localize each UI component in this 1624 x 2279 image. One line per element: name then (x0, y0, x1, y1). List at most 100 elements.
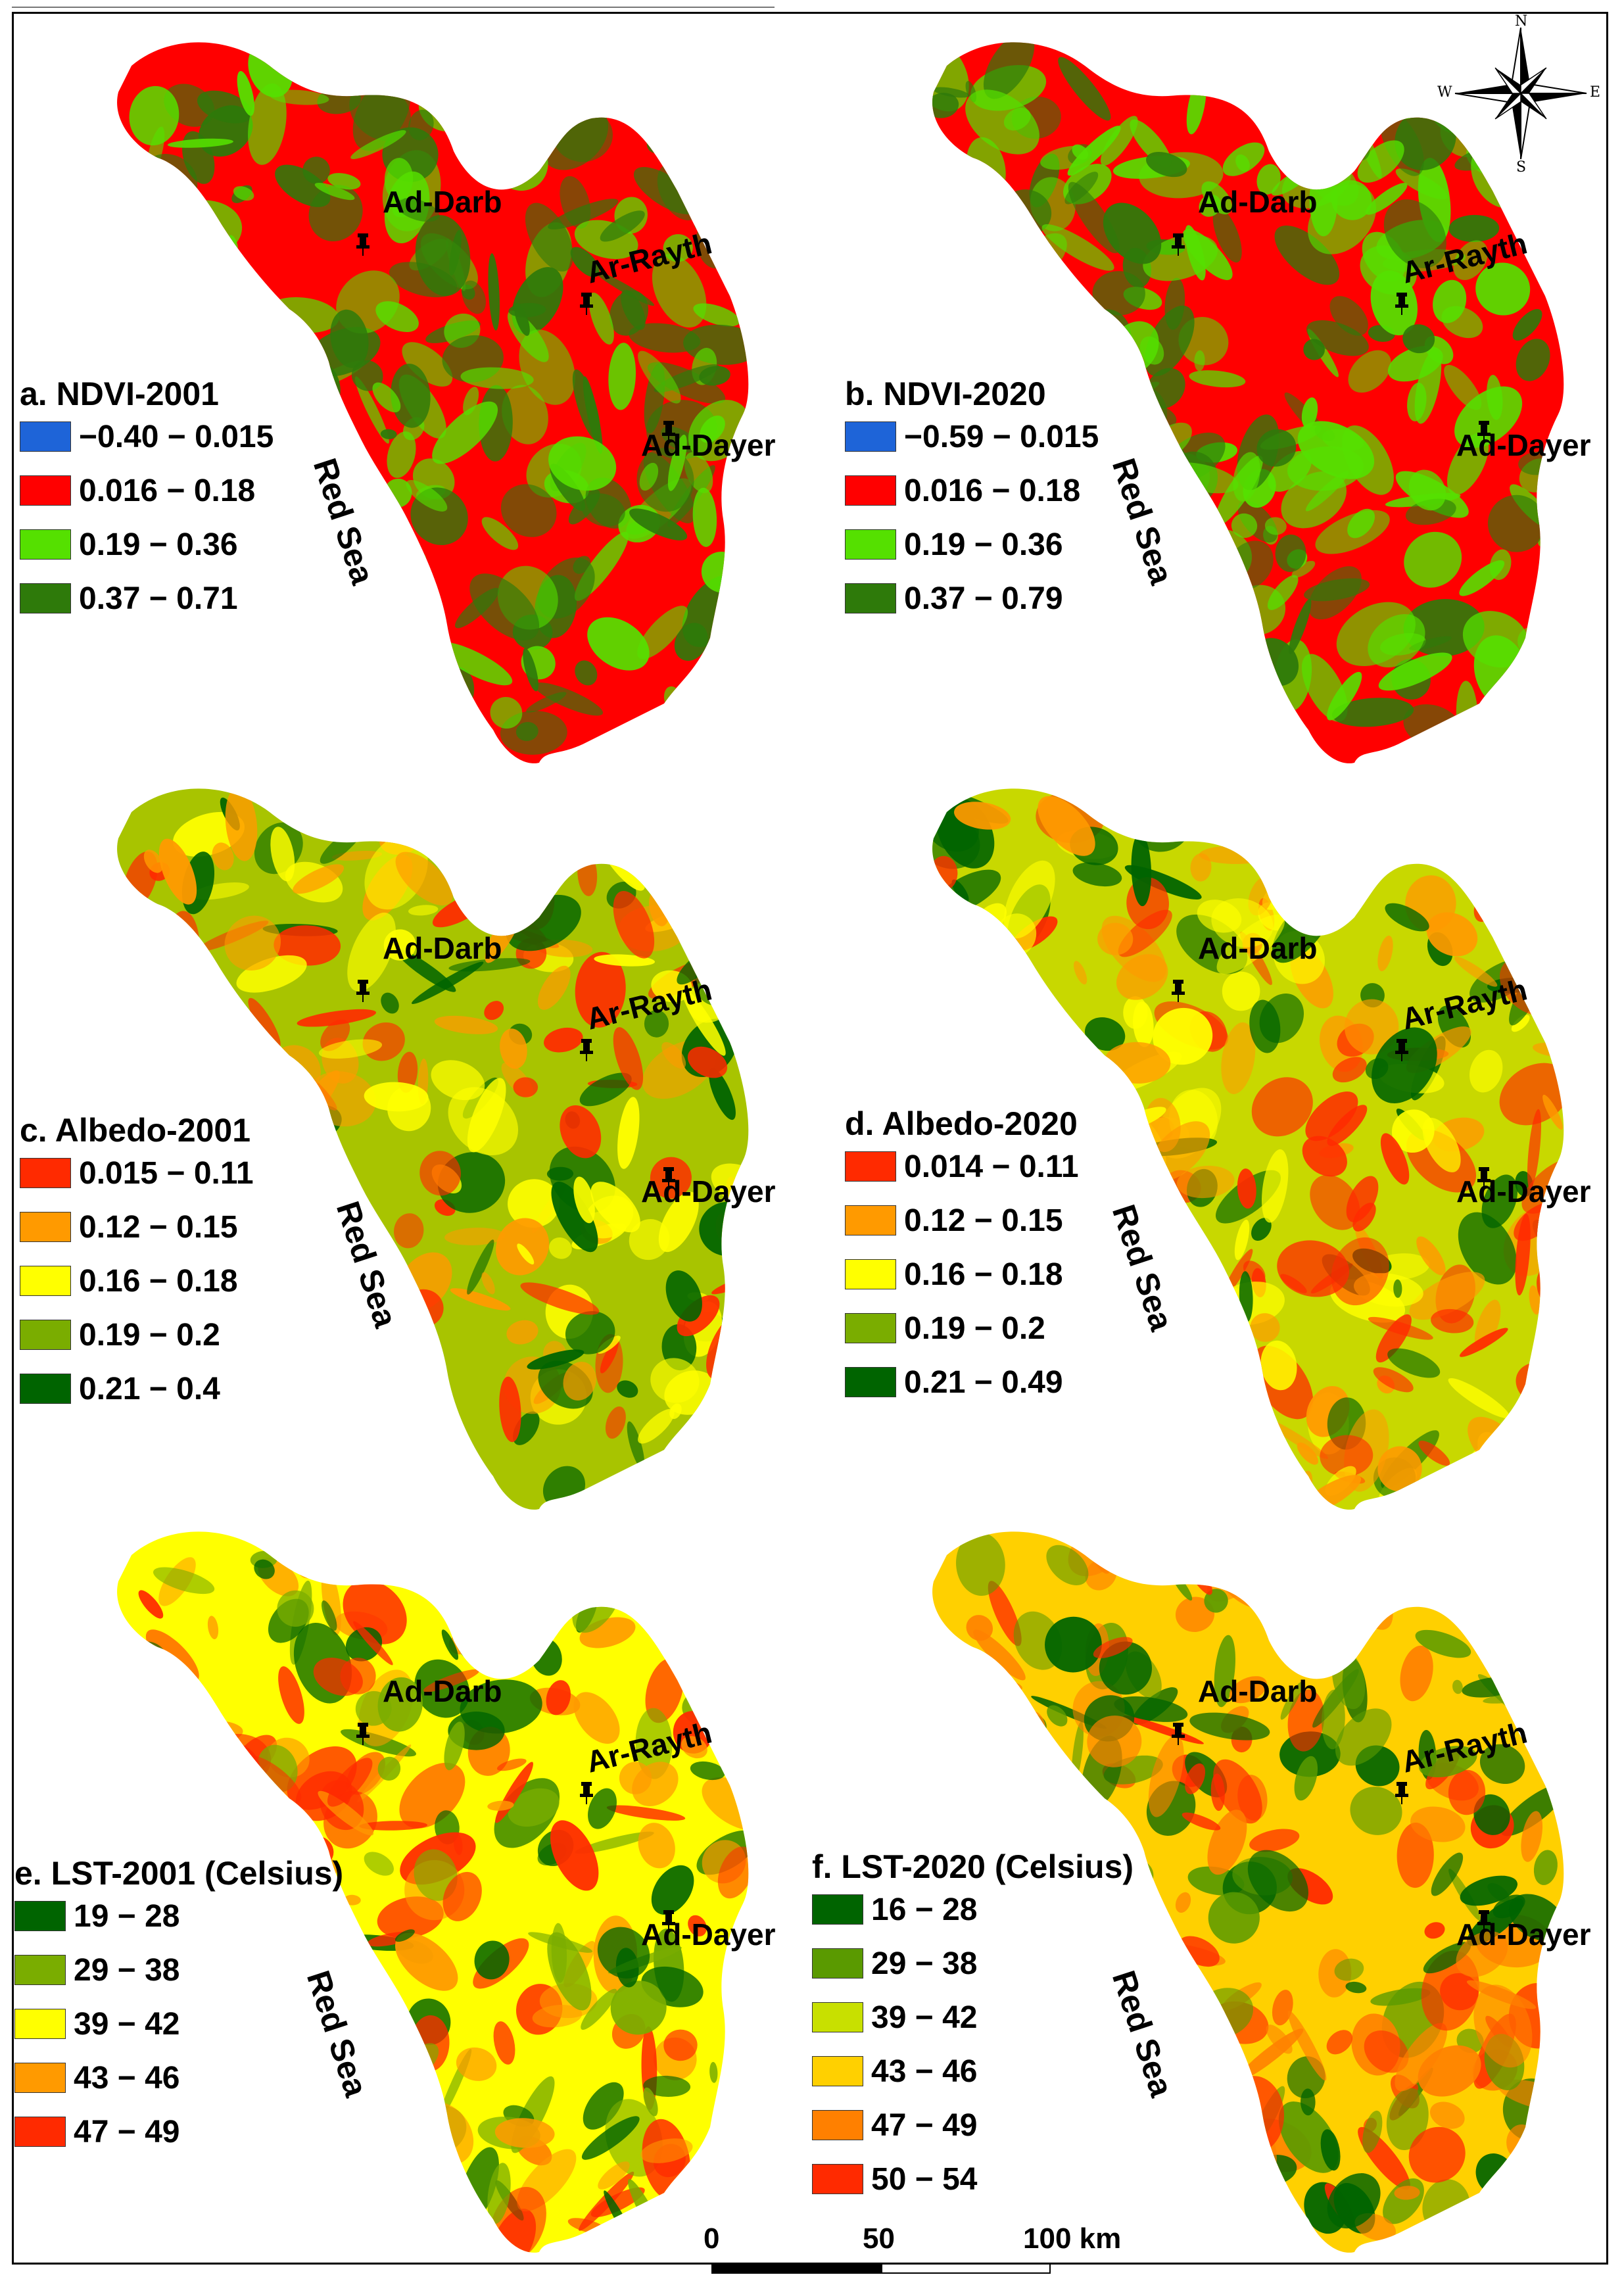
legend-swatch (845, 529, 896, 560)
legend-label: 0.19 − 0.36 (904, 527, 1063, 562)
pushpin-icon (1477, 1910, 1491, 1932)
legend-swatch (20, 421, 71, 452)
legend-label: 0.12 − 0.15 (79, 1209, 238, 1245)
legend-row: 0.19 − 0.2 (845, 1311, 1045, 1346)
legend-row: 0.19 − 0.36 (20, 527, 238, 562)
legend-label: 19 − 28 (74, 1898, 180, 1934)
legend-swatch (14, 2009, 66, 2039)
legend-row: 39 − 42 (812, 2000, 978, 2035)
place-label-ad-darb: Ad-Darb (383, 185, 502, 219)
legend-row: −0.40 − 0.015 (20, 420, 274, 454)
legend-row: −0.59 − 0.015 (845, 420, 1099, 454)
legend-label: 0.015 − 0.11 (79, 1155, 254, 1191)
legend-swatch (20, 475, 71, 506)
legend-label: 0.16 − 0.18 (904, 1257, 1063, 1292)
legend-row: 29 − 38 (14, 1953, 179, 1988)
map-c (117, 788, 749, 1510)
legend-label: 0.19 − 0.2 (79, 1317, 220, 1353)
legend-label: 0.016 − 0.18 (904, 473, 1081, 508)
pushpin-icon (1172, 980, 1185, 1002)
map-d (932, 788, 1564, 1510)
pushpin-icon (356, 233, 370, 256)
legend-title: f. LST-2020 (Celsius) (812, 1848, 1134, 1885)
pushpin-icon (1395, 293, 1408, 315)
place-label-ad-darb: Ad-Darb (383, 1674, 502, 1708)
legend-row: 0.19 − 0.36 (845, 527, 1063, 562)
legend-label: 39 − 42 (871, 2000, 978, 2035)
legend-swatch (845, 475, 896, 506)
legend-label: 0.014 − 0.11 (904, 1149, 1079, 1184)
legend-swatch (14, 2063, 66, 2093)
legend-title: d. Albedo-2020 (845, 1105, 1078, 1142)
pushpin-icon (662, 1167, 675, 1189)
north-arrow: N S E W (1433, 13, 1604, 178)
legend-row: 19 − 28 (14, 1898, 180, 1934)
place-label-ad-darb: Ad-Darb (383, 931, 502, 965)
place-label-ad-darb: Ad-Darb (1198, 185, 1318, 219)
map-f (932, 1531, 1564, 2253)
legend-row: 0.015 − 0.11 (20, 1155, 254, 1191)
legend-row: 0.21 − 0.49 (845, 1364, 1063, 1400)
place-label-ad-dayer: Ad-Dayer (1456, 428, 1591, 462)
pushpin-icon (662, 1910, 675, 1932)
scale-bar-black-segment (711, 2263, 882, 2274)
legend-row: 39 − 42 (14, 2006, 180, 2042)
legend-row: 0.21 − 0.4 (20, 1372, 220, 1406)
legend-label: 0.016 − 0.18 (79, 473, 256, 508)
legend-row: 0.16 − 0.18 (20, 1264, 238, 1299)
legend-swatch (20, 1320, 71, 1350)
legend-swatch (20, 583, 71, 613)
legend-label: 29 − 38 (871, 1946, 978, 1981)
legend-label: −0.40 − 0.015 (79, 419, 274, 454)
pushpin-icon (1395, 1782, 1408, 1804)
legend-row: 47 − 49 (812, 2107, 978, 2143)
legend-row: 0.016 − 0.18 (20, 473, 255, 508)
legend-label: 0.21 − 0.49 (904, 1364, 1063, 1400)
legend-label: 0.21 − 0.4 (79, 1371, 220, 1406)
legend-row: 43 − 46 (14, 2060, 180, 2096)
pushpin-icon (356, 980, 370, 1002)
legend-label: 16 − 28 (871, 1892, 978, 1927)
legend-swatch (812, 2164, 863, 2194)
legend-label: 39 − 42 (74, 2006, 180, 2042)
legend-row: 0.19 − 0.2 (20, 1317, 220, 1353)
legend-row: 0.37 − 0.79 (845, 581, 1063, 616)
legend-swatch (845, 1259, 896, 1289)
legend-row: 29 − 38 (812, 1946, 978, 1981)
legend-title: e. LST-2001 (Celsius) (14, 1855, 344, 1892)
legend-swatch (14, 1901, 66, 1931)
scale-label-50: 50 (863, 2222, 895, 2255)
legend-swatch (20, 1266, 71, 1296)
compass-w: W (1437, 84, 1452, 101)
legend-label: 47 − 49 (871, 2107, 978, 2143)
legend-swatch (20, 1212, 71, 1242)
legend-label: 43 − 46 (74, 2060, 180, 2096)
legend-row: 0.12 − 0.15 (20, 1209, 238, 1245)
legend-swatch (812, 2056, 863, 2086)
legend-swatch (845, 583, 896, 613)
legend-swatch (845, 1367, 896, 1397)
legend-title: a. NDVI-2001 (20, 375, 219, 412)
legend-row: 0.016 − 0.18 (845, 473, 1080, 508)
legend-label: 0.12 − 0.15 (904, 1203, 1063, 1238)
legend-swatch (14, 1955, 66, 1985)
compass-e: E (1590, 84, 1601, 101)
place-label-ad-dayer: Ad-Dayer (641, 1917, 776, 1952)
place-label-ad-darb: Ad-Darb (1198, 1674, 1318, 1708)
compass-n: N (1515, 13, 1528, 30)
pushpin-icon (1172, 233, 1185, 256)
place-label-ad-darb: Ad-Darb (1198, 931, 1318, 965)
legend-row: 0.37 − 0.71 (20, 581, 238, 616)
top-rule (12, 7, 775, 8)
legend-label: 0.37 − 0.79 (904, 581, 1063, 616)
legend-title: b. NDVI-2020 (845, 375, 1046, 412)
place-label-ad-dayer: Ad-Dayer (641, 1174, 776, 1209)
place-label-ad-dayer: Ad-Dayer (641, 428, 776, 462)
legend-swatch (812, 1948, 863, 1979)
map-e (117, 1531, 749, 2253)
pushpin-icon (580, 1782, 593, 1804)
legend-swatch (20, 1158, 71, 1188)
legend-label: 43 − 46 (871, 2053, 978, 2089)
pushpin-icon (356, 1723, 370, 1745)
pushpin-icon (1395, 1039, 1408, 1061)
